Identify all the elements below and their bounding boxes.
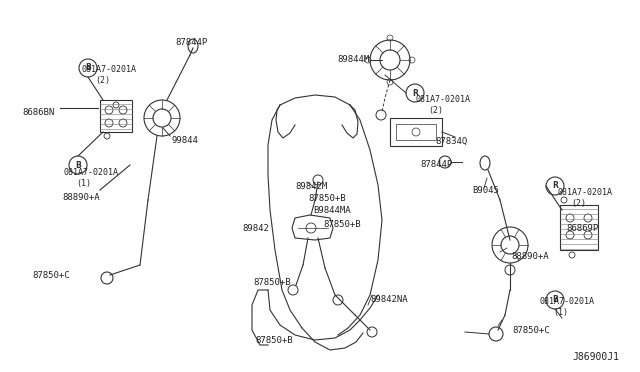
Text: B: B bbox=[552, 295, 558, 305]
Text: 87850+B: 87850+B bbox=[253, 278, 291, 287]
Text: 87834Q: 87834Q bbox=[435, 137, 467, 146]
Text: B9045: B9045 bbox=[472, 186, 499, 195]
Text: 89842M: 89842M bbox=[295, 182, 327, 191]
Text: 99844: 99844 bbox=[172, 136, 199, 145]
Text: 89842: 89842 bbox=[242, 224, 269, 233]
Text: 88890+A: 88890+A bbox=[511, 252, 548, 261]
Text: 87850+C: 87850+C bbox=[32, 271, 70, 280]
Text: 081A7-0201A: 081A7-0201A bbox=[63, 168, 118, 177]
Text: 87850+B: 87850+B bbox=[308, 194, 346, 203]
Text: (2): (2) bbox=[428, 106, 443, 115]
Text: B: B bbox=[85, 64, 91, 73]
Text: 081A7-0201A: 081A7-0201A bbox=[415, 95, 470, 104]
Bar bbox=[396, 124, 436, 140]
Text: 89842NA: 89842NA bbox=[370, 295, 408, 304]
Text: (2): (2) bbox=[571, 199, 586, 208]
Text: (1): (1) bbox=[76, 179, 91, 188]
Text: 86869P: 86869P bbox=[566, 224, 598, 233]
Text: R: R bbox=[552, 182, 558, 190]
Text: B: B bbox=[75, 160, 81, 170]
Text: B9844MA: B9844MA bbox=[313, 206, 351, 215]
Text: (1): (1) bbox=[553, 308, 568, 317]
Text: 87844P: 87844P bbox=[175, 38, 207, 47]
Text: 88890+A: 88890+A bbox=[62, 193, 100, 202]
Text: 89844M: 89844M bbox=[337, 55, 369, 64]
Text: 081A7-0201A: 081A7-0201A bbox=[540, 297, 595, 306]
Text: 87844P: 87844P bbox=[420, 160, 452, 169]
Text: R: R bbox=[412, 89, 418, 97]
Text: 87850+B: 87850+B bbox=[323, 220, 360, 229]
Text: 8686BN: 8686BN bbox=[22, 108, 54, 117]
Text: (2): (2) bbox=[95, 76, 110, 85]
Text: J86900J1: J86900J1 bbox=[572, 352, 619, 362]
Text: 87850+B: 87850+B bbox=[255, 336, 292, 345]
Text: 081A7-0201A: 081A7-0201A bbox=[82, 65, 137, 74]
Text: 081A7-0201A: 081A7-0201A bbox=[558, 188, 613, 197]
Text: 87850+C: 87850+C bbox=[512, 326, 550, 335]
